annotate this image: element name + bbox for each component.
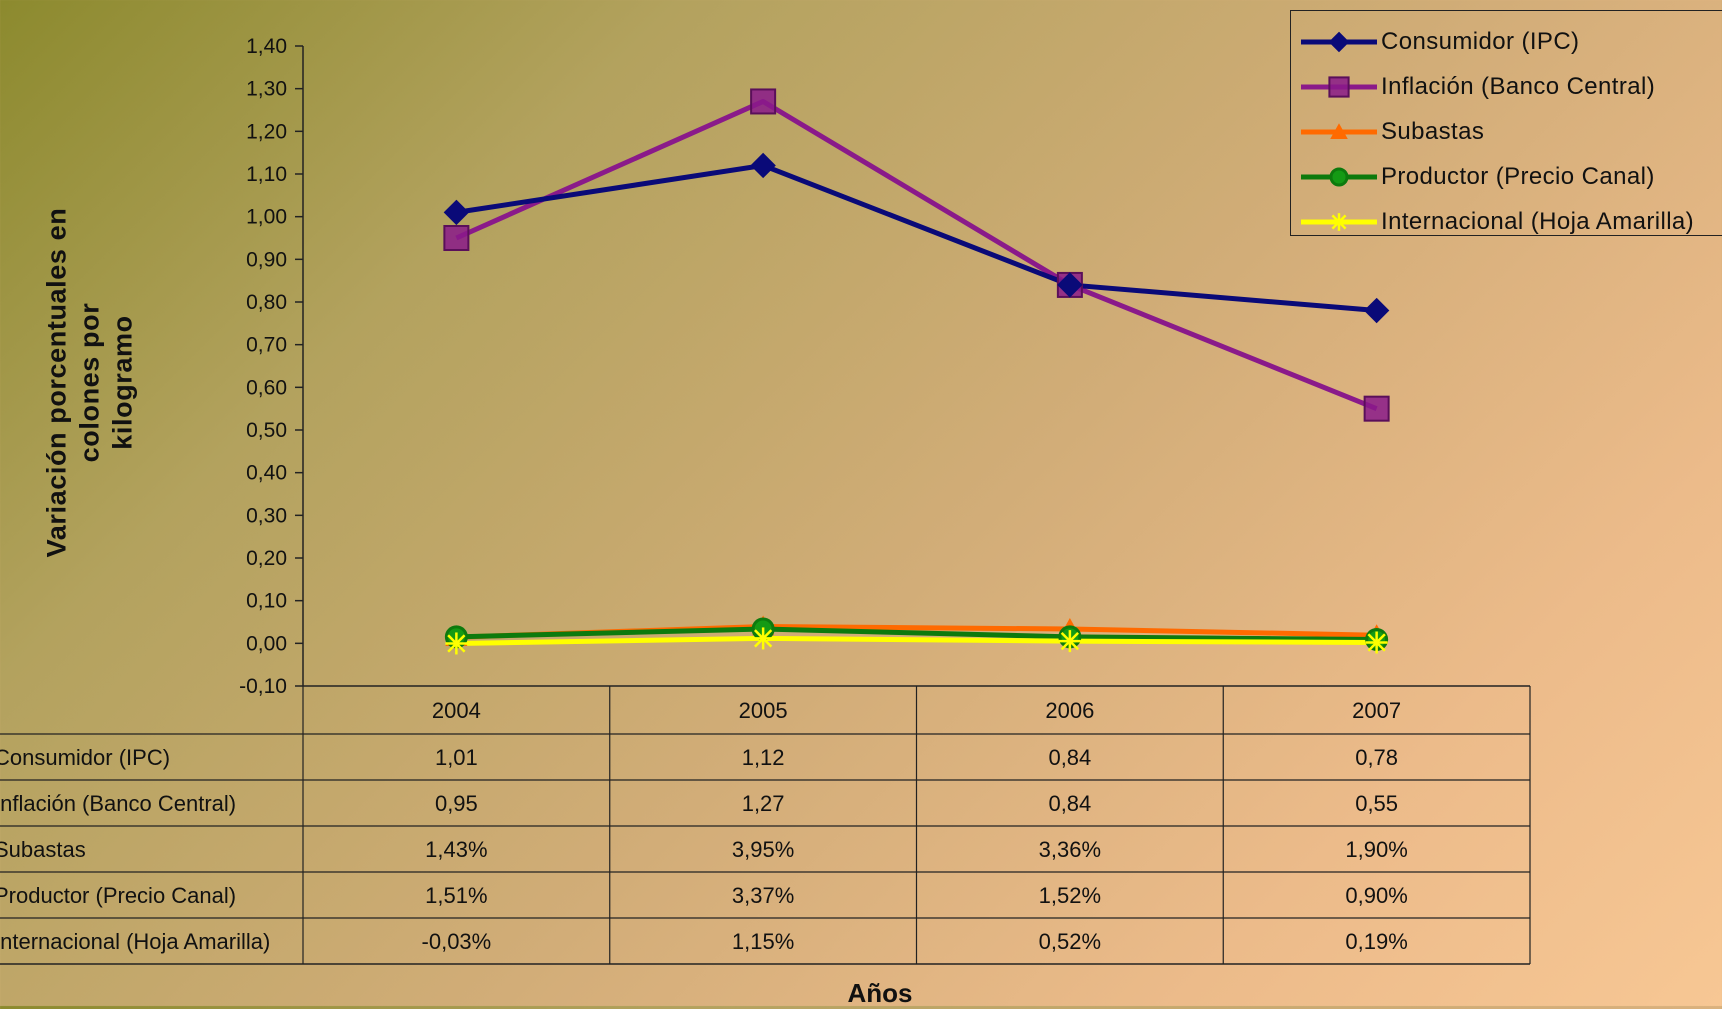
table-cell-value: 1,51%: [425, 883, 487, 908]
legend-marker: [1328, 31, 1350, 53]
star-stroke: [447, 634, 466, 653]
legend-item: Subastas: [1291, 112, 1722, 152]
y-tick-label: -0,10: [239, 675, 287, 698]
legend-label: Internacional (Hoja Amarilla): [1381, 208, 1695, 235]
data-point: [750, 152, 776, 179]
table-cell-value: 1,01: [435, 745, 478, 770]
legend-item: Consumidor (IPC): [1291, 22, 1722, 62]
x-category-label: 2007: [1352, 698, 1401, 723]
data-point: [1363, 297, 1390, 324]
chart-axes: [295, 45, 304, 687]
legend-swatch: [1301, 31, 1377, 53]
table-row-label: Consumidor (IPC): [0, 745, 170, 770]
legend-label: Productor (Precio Canal): [1381, 163, 1655, 190]
table-cell-value: 0,95: [435, 791, 478, 816]
y-tick-label: 0,30: [246, 504, 287, 527]
legend-marker: [1330, 213, 1348, 231]
table-cell-value: 0,52%: [1039, 929, 1101, 954]
legend-swatch: [1301, 167, 1377, 187]
series-lines: [455, 98, 1378, 646]
y-tick-label: 0,50: [246, 419, 287, 442]
y-tick-label: 0,80: [246, 291, 287, 314]
data-point: [1057, 272, 1083, 298]
y-tick-label: 0,40: [246, 462, 287, 485]
y-axis-label-line-1: Variación porcentuales en colones por: [41, 207, 105, 558]
series-line: [456, 635, 1377, 646]
table-cell-value: 3,95%: [732, 837, 794, 862]
y-axis-label-line-2: kilogramo: [107, 315, 138, 450]
star-stroke: [1367, 633, 1386, 652]
y-axis-label: Variación porcentuales en colones por ki…: [41, 153, 140, 613]
legend-item: Productor (Precio Canal): [1291, 157, 1722, 197]
table-cell-value: 1,43%: [425, 837, 487, 862]
y-tick-label: 0,00: [246, 632, 287, 655]
table-cell-value: 0,84: [1048, 791, 1091, 816]
legend-swatch: [1301, 76, 1377, 98]
table-cell-value: 0,90%: [1345, 883, 1407, 908]
y-tick-label: 1,40: [246, 35, 287, 58]
y-tick-label: 0,90: [246, 248, 287, 271]
table-cell-value: -0,03%: [422, 929, 492, 954]
table-cell-value: 0,55: [1355, 791, 1398, 816]
series-line: [455, 162, 1377, 314]
x-category-label: 2005: [739, 698, 788, 723]
table-cell-value: 0,78: [1355, 745, 1398, 770]
legend-swatch: [1301, 123, 1377, 140]
table-cell-value: 3,37%: [732, 883, 794, 908]
table-cell-value: 1,12: [742, 745, 785, 770]
legend-marker: [1329, 167, 1349, 187]
x-category-label: 2004: [432, 698, 481, 723]
data-point: [750, 88, 777, 115]
data-point: [443, 199, 470, 226]
legend-swatch: [1301, 213, 1377, 231]
legend-item: Inflación (Banco Central): [1291, 67, 1722, 107]
data-point: [443, 225, 470, 251]
y-tick-label: 0,70: [246, 334, 287, 357]
data-point: [1058, 630, 1081, 653]
data-point: [445, 632, 468, 655]
legend: Consumidor (IPC) Inflación (Banco Central…: [1290, 10, 1722, 236]
legend-label: Inflación (Banco Central): [1381, 73, 1656, 100]
data-table: 2004 2005 2006 2007 Consumidor (IPC) 1,01 1,12…: [0, 685, 1531, 965]
legend-item: Internacional (Hoja Amarilla): [1291, 202, 1722, 235]
table-cell-value: 1,52%: [1039, 883, 1101, 908]
table-cell-value: 0,84: [1048, 745, 1091, 770]
legend-label: Consumidor (IPC): [1381, 28, 1580, 55]
y-tick-label: 0,10: [246, 590, 287, 613]
y-tick-label: 1,00: [246, 206, 287, 229]
legend-marker: [1330, 123, 1348, 140]
y-tick-labels: -0,10 0,00 0,10 0,20 0,30 0,40 0,50 0,60 0,70 0,8…: [239, 35, 287, 698]
table-cell-value: 1,90%: [1345, 837, 1407, 862]
y-tick-label: 0,20: [246, 547, 287, 570]
series-line: [456, 626, 1377, 642]
star-stroke: [1060, 631, 1080, 651]
x-axis-label: Años: [847, 978, 913, 1008]
table-cell-value: 1,27: [742, 791, 785, 816]
x-category-label: 2006: [1045, 698, 1094, 723]
table-row-label: Subastas: [0, 837, 86, 862]
table-cell-value: 0,19%: [1345, 929, 1407, 954]
table-row-label: Inflación (Banco Central): [0, 791, 236, 816]
data-point: [1363, 395, 1390, 422]
legend-marker: [1328, 76, 1350, 98]
legend-label: Subastas: [1381, 118, 1485, 145]
table-cell-value: 1,15%: [732, 929, 794, 954]
star-stroke: [753, 629, 773, 648]
data-point: [752, 627, 775, 650]
y-tick-label: 1,20: [246, 120, 287, 143]
y-tick-label: 1,10: [246, 163, 287, 186]
table-cell-value: 3,36%: [1039, 837, 1101, 862]
series-line: [455, 98, 1378, 411]
series-markers: [443, 88, 1390, 655]
y-tick-label: 0,60: [246, 376, 287, 399]
y-tick-label: 1,30: [246, 78, 287, 101]
star-stroke: [1331, 214, 1347, 230]
table-row-label: Productor (Precio Canal): [0, 883, 236, 908]
table-row-label: Internacional (Hoja Amarilla): [0, 929, 270, 954]
data-point: [1365, 631, 1388, 654]
